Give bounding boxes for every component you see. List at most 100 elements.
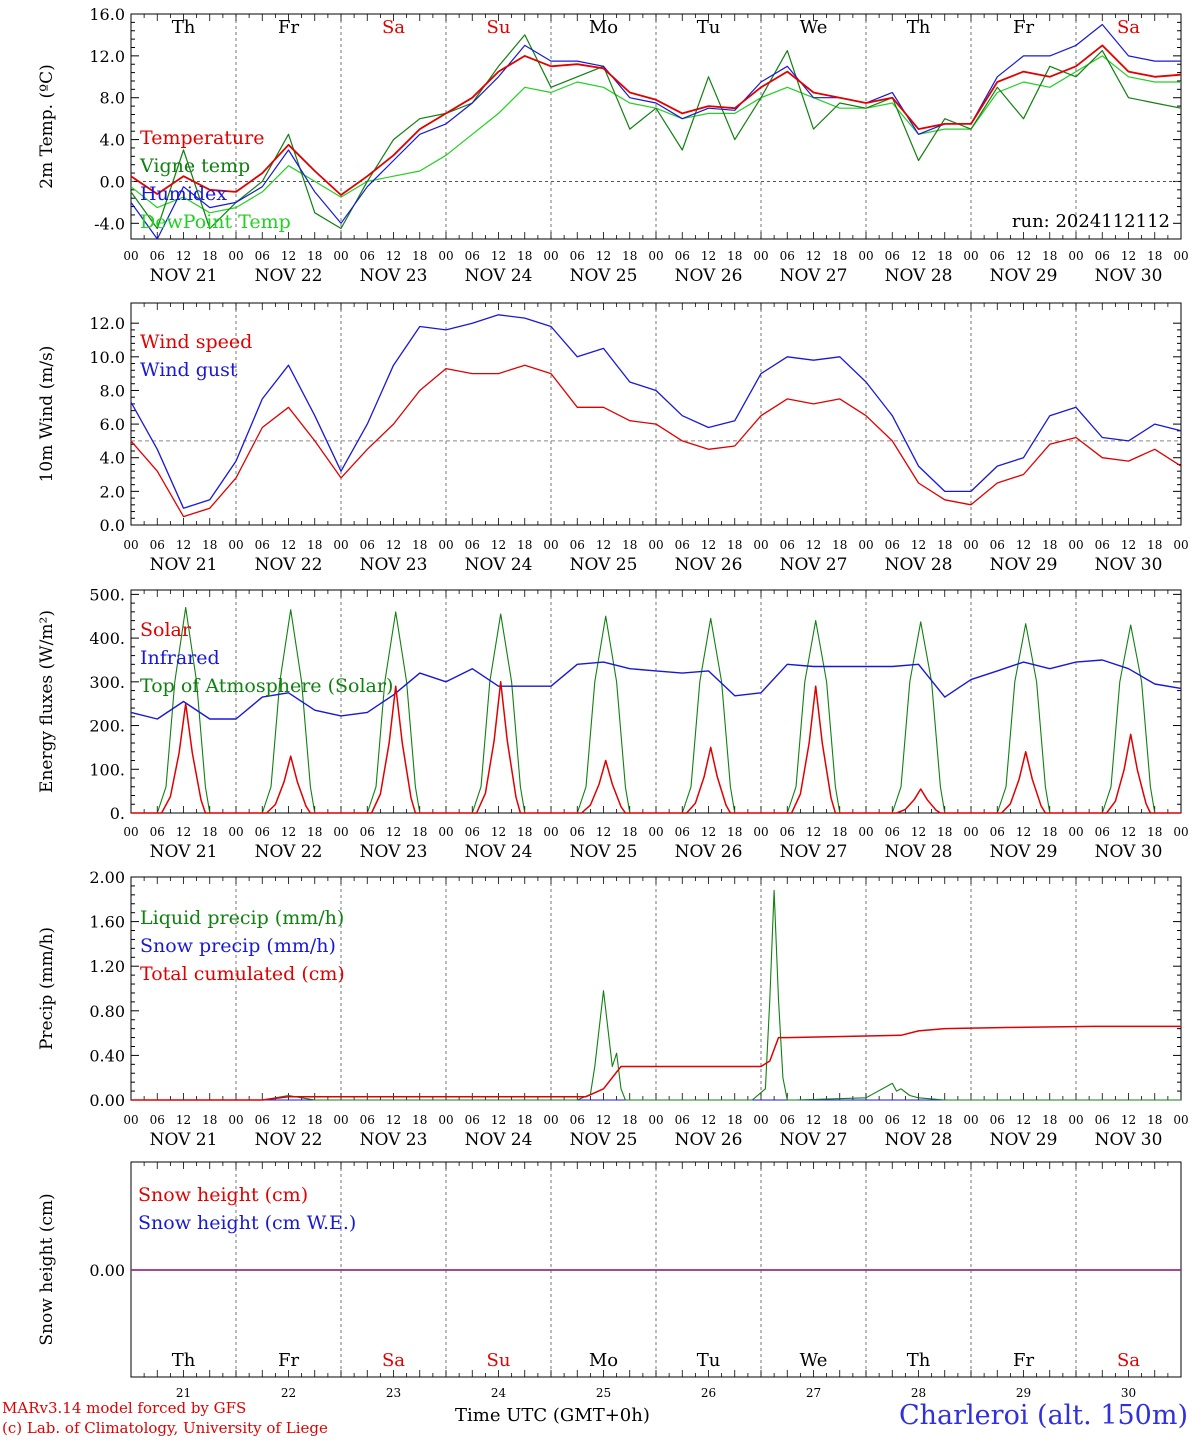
day-number-label: 26 [701,1386,716,1400]
hour-tick-label: 00 [228,538,243,552]
hour-tick-label: 12 [176,825,191,839]
hour-tick-label: 06 [990,249,1005,263]
y-tick-label: 4.0 [100,131,125,150]
series-solar-line [131,681,1181,814]
hour-tick-label: 12 [491,249,506,263]
date-label: NOV 28 [885,1130,953,1150]
hour-tick-label: 12 [386,249,401,263]
hour-tick-label: 18 [202,249,217,263]
hour-tick-label: 06 [255,1113,270,1127]
hour-tick-label: 00 [963,249,978,263]
hour-tick-label: 18 [727,538,742,552]
day-number-label: 29 [1016,1386,1031,1400]
hour-tick-label: 06 [1095,538,1110,552]
weekday-label: Su [487,17,511,38]
hour-tick-label: 18 [412,1113,427,1127]
weekday-label: We [800,1350,828,1371]
hour-tick-label: 00 [438,249,453,263]
hour-tick-label: 18 [517,249,532,263]
hour-tick-label: 12 [701,538,716,552]
hour-tick-label: 06 [150,1113,165,1127]
weekday-label: Th [172,1350,196,1371]
y-tick-label: 12.0 [89,47,125,66]
hour-tick-label: 12 [491,1113,506,1127]
hour-tick-label: 18 [307,1113,322,1127]
y-tick-label: 4.0 [100,449,125,468]
y-axis-label-1: 2m Temp. (ºC) [37,64,57,189]
hour-tick-label: 00 [1173,825,1188,839]
hour-tick-label: 18 [832,825,847,839]
weekday-label: Fr [1013,17,1034,38]
y-axis-label-3: Energy fluxes (W/m²) [37,610,57,793]
date-label: NOV 21 [150,1130,218,1150]
date-label: NOV 24 [465,266,533,286]
y-tick-label: 1.60 [89,913,125,932]
weekday-label: Fr [1013,1350,1034,1371]
hour-tick-label: 12 [1121,825,1136,839]
hour-tick-label: 18 [832,1113,847,1127]
day-number-label: 25 [596,1386,611,1400]
run-annotation: run: 2024112112 [1012,211,1170,232]
y-tick-label: 0. [110,804,125,823]
date-label: NOV 25 [570,266,638,286]
hour-tick-label: 06 [255,825,270,839]
hour-tick-label: 00 [648,825,663,839]
hour-tick-label: 06 [360,1113,375,1127]
lab-credit: (c) Lab. of Climatology, University of L… [2,1419,328,1437]
series-temperature-line [130,44,1182,196]
weekday-label: We [800,17,828,38]
weekday-label: Tu [697,1350,721,1371]
hour-tick-label: 00 [753,249,768,263]
weekday-label: Tu [697,17,721,38]
hour-tick-label: 18 [622,249,637,263]
day-number-label: 21 [176,1386,191,1400]
weekday-label: Th [907,17,931,38]
date-label: NOV 23 [360,555,428,575]
date-label: NOV 26 [675,555,743,575]
hour-tick-label: 18 [1042,249,1057,263]
hour-tick-label: 18 [202,825,217,839]
hour-tick-label: 00 [543,538,558,552]
weekday-label: Fr [278,17,299,38]
date-label: NOV 30 [1095,266,1163,286]
date-label: NOV 22 [255,1130,323,1150]
hour-tick-label: 00 [753,825,768,839]
hour-tick-label: 12 [176,538,191,552]
date-label: NOV 30 [1095,842,1163,862]
date-label: NOV 21 [150,842,218,862]
flux-legend: Infrared [140,647,220,669]
day-number-label: 23 [386,1386,401,1400]
weekday-label: Mo [589,1350,618,1371]
date-label: NOV 26 [675,842,743,862]
hour-tick-label: 12 [806,1113,821,1127]
weekday-label: Su [487,1350,511,1371]
hour-tick-label: 06 [675,249,690,263]
hour-tick-label: 00 [543,249,558,263]
y-tick-label: 2.0 [100,482,125,501]
hour-tick-label: 00 [1068,538,1083,552]
hour-tick-label: 00 [438,825,453,839]
precip-legend: Liquid precip (mm/h) [140,907,344,929]
station-label: Charleroi (alt. 150m) [899,1400,1188,1431]
weekday-label: Mo [589,17,618,38]
hour-tick-label: 18 [1042,1113,1057,1127]
y-tick-label: 12.0 [89,314,125,333]
y-tick-label: 100. [89,760,125,779]
weekday-label: Sa [382,17,405,38]
hour-tick-label: 18 [1042,825,1057,839]
y-tick-label: 300. [89,673,125,692]
x-axis-title: Time UTC (GMT+0h) [455,1405,650,1426]
weekday-label: Sa [1117,17,1140,38]
hour-tick-label: 12 [1016,1113,1031,1127]
hour-tick-label: 00 [438,538,453,552]
date-label: NOV 26 [675,1130,743,1150]
series-vigne-temp-line [130,34,1182,230]
hour-tick-label: 12 [1121,538,1136,552]
series-infrared-line [130,659,1182,720]
date-label: NOV 29 [990,1130,1058,1150]
hour-tick-label: 18 [832,538,847,552]
y-axis-label-2: 10m Wind (m/s) [37,346,57,483]
hour-tick-label: 00 [543,825,558,839]
hour-tick-label: 12 [911,249,926,263]
date-label: NOV 25 [570,842,638,862]
